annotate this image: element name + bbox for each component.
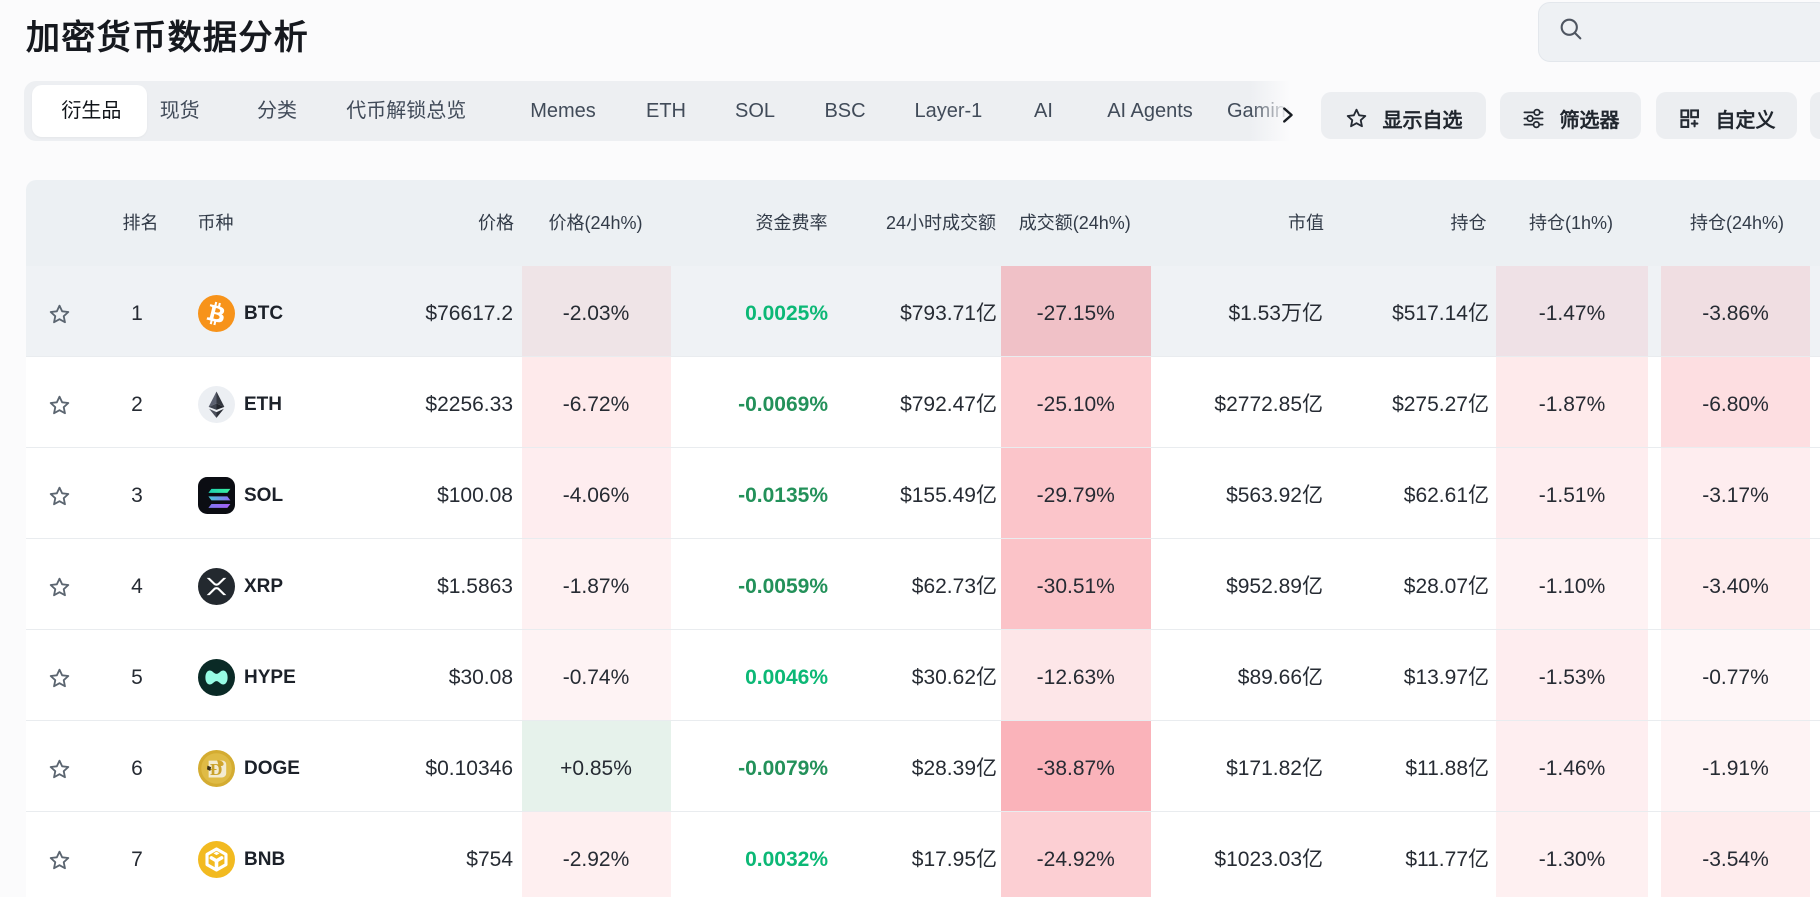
svg-text:Ð: Ð bbox=[210, 760, 223, 779]
